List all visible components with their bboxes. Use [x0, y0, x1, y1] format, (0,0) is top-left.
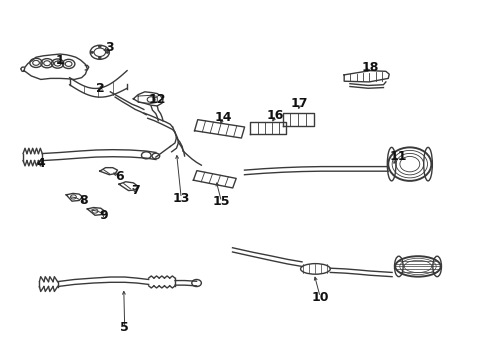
- Text: 1: 1: [56, 54, 64, 67]
- Circle shape: [90, 51, 93, 53]
- Text: 2: 2: [96, 82, 105, 95]
- Text: 16: 16: [266, 109, 284, 122]
- Text: 13: 13: [172, 192, 189, 205]
- Text: 5: 5: [120, 321, 129, 334]
- Circle shape: [98, 57, 101, 59]
- Circle shape: [98, 46, 101, 48]
- Text: 6: 6: [115, 170, 124, 183]
- Text: 10: 10: [311, 291, 328, 303]
- Text: 3: 3: [105, 41, 113, 54]
- Text: 14: 14: [214, 111, 231, 124]
- Text: 8: 8: [80, 194, 88, 207]
- Text: 7: 7: [131, 184, 140, 197]
- Text: 11: 11: [388, 149, 406, 162]
- Text: 17: 17: [290, 96, 308, 109]
- Text: 12: 12: [148, 93, 166, 106]
- Text: 9: 9: [100, 209, 108, 222]
- Circle shape: [106, 51, 109, 53]
- Text: 18: 18: [361, 61, 378, 74]
- Text: 4: 4: [37, 157, 45, 170]
- Text: 15: 15: [212, 195, 230, 208]
